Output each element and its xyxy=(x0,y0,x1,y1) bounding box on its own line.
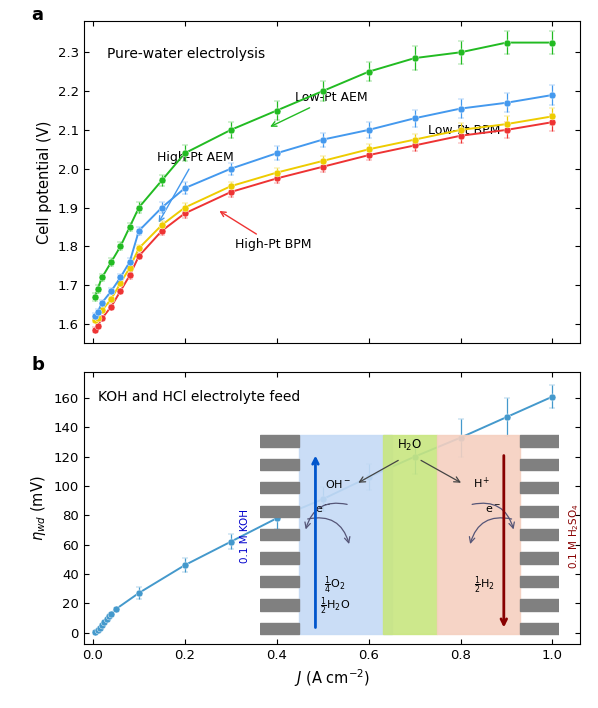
Text: High-Pt BPM: High-Pt BPM xyxy=(221,212,312,251)
Text: b: b xyxy=(32,356,44,375)
Text: 0.1 M KOH: 0.1 M KOH xyxy=(240,509,250,564)
Text: $\frac{1}{2}$H$_2$O: $\frac{1}{2}$H$_2$O xyxy=(320,595,350,617)
Text: Low-Pt BPM: Low-Pt BPM xyxy=(428,124,501,137)
Bar xyxy=(520,506,559,517)
X-axis label: $J$ (A cm$^{-2}$): $J$ (A cm$^{-2}$) xyxy=(294,668,370,690)
Bar xyxy=(520,459,559,470)
Text: 0.1 M H$_2$SO$_4$: 0.1 M H$_2$SO$_4$ xyxy=(567,503,581,569)
Text: OH$^-$: OH$^-$ xyxy=(325,479,351,490)
Bar xyxy=(260,576,299,588)
Bar xyxy=(299,435,392,634)
Bar xyxy=(260,623,299,634)
Bar xyxy=(260,435,299,447)
Y-axis label: $\eta_{wd}$ (mV): $\eta_{wd}$ (mV) xyxy=(29,475,48,541)
Bar xyxy=(520,529,559,540)
Bar xyxy=(260,482,299,493)
Bar xyxy=(437,435,520,634)
Text: Low-Pt AEM: Low-Pt AEM xyxy=(271,91,368,126)
Text: H$_2$O: H$_2$O xyxy=(397,438,422,452)
Bar xyxy=(260,552,299,564)
Text: KOH and HCl electrolyte feed: KOH and HCl electrolyte feed xyxy=(97,390,300,404)
Bar xyxy=(260,506,299,517)
Y-axis label: Cell potential (V): Cell potential (V) xyxy=(37,120,52,244)
Text: e$^-$: e$^-$ xyxy=(486,504,501,515)
Bar xyxy=(260,459,299,470)
Text: Pure-water electrolysis: Pure-water electrolysis xyxy=(106,47,265,61)
Text: $\frac{1}{2}$H$_2$: $\frac{1}{2}$H$_2$ xyxy=(474,575,495,596)
Bar xyxy=(260,529,299,540)
Bar xyxy=(520,482,559,493)
Text: $\frac{1}{4}$O$_2$: $\frac{1}{4}$O$_2$ xyxy=(324,575,346,596)
Bar xyxy=(520,576,559,588)
Bar xyxy=(520,552,559,564)
Text: a: a xyxy=(32,6,44,23)
Text: e$^-$: e$^-$ xyxy=(315,504,331,515)
Bar xyxy=(260,600,299,611)
Bar xyxy=(520,435,559,447)
Text: High-Pt AEM: High-Pt AEM xyxy=(157,151,234,221)
Bar xyxy=(520,600,559,611)
Bar xyxy=(383,435,437,634)
Text: H$^+$: H$^+$ xyxy=(472,476,490,491)
Bar xyxy=(520,623,559,634)
